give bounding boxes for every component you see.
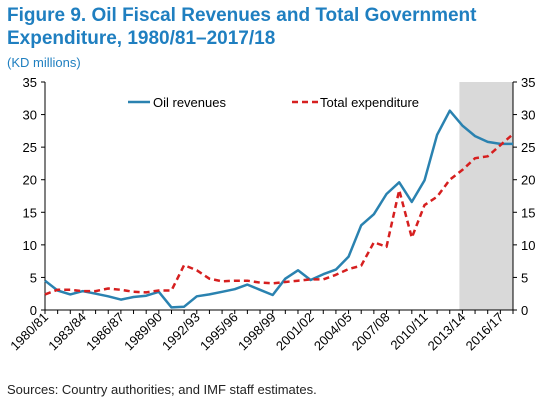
x-tick-label: 2004/05 <box>311 310 355 354</box>
y-tick-label-left: 5 <box>30 270 37 285</box>
y-tick-label-left: 20 <box>23 173 37 188</box>
x-tick-label: 1998/99 <box>235 310 279 354</box>
x-tick-label: 1992/93 <box>159 310 203 354</box>
x-tick-label: 1989/90 <box>121 310 165 354</box>
chart-title-line1: Figure 9. Oil Fiscal Revenues and Total … <box>7 5 477 26</box>
legend-label-expenditure: Total expenditure <box>320 95 419 110</box>
y-tick-label-left: 35 <box>23 75 37 90</box>
x-tick-label: 2016/17 <box>463 310 507 354</box>
x-tick-label: 2013/14 <box>425 310 469 354</box>
projection-shade-layer <box>459 82 513 310</box>
x-tick-label: 2001/02 <box>273 310 317 354</box>
y-tick-label-right: 30 <box>521 108 535 123</box>
oil-revenues-line <box>44 109 513 309</box>
y-tick-label-left: 15 <box>23 205 37 220</box>
y-tick-label-right: 5 <box>521 270 528 285</box>
x-tick-label: 2007/08 <box>349 310 393 354</box>
x-tick-label: 1983/84 <box>45 310 89 354</box>
y-tick-label-left: 0 <box>30 303 37 318</box>
y-tick-label-left: 30 <box>23 108 37 123</box>
legend-label-oil: Oil revenues <box>153 95 226 110</box>
y-tick-label-right: 20 <box>521 173 535 188</box>
projection-shade <box>459 82 513 310</box>
y-tick-label-left: 10 <box>23 238 37 253</box>
y-tick-label-right: 25 <box>521 140 535 155</box>
source-note: Sources: Country authorities; and IMF st… <box>7 382 317 397</box>
total-expenditure-line <box>44 133 514 296</box>
y-tick-label-right: 10 <box>521 238 535 253</box>
legend: Oil revenues Total expenditure <box>128 95 419 110</box>
y-tick-label-right: 15 <box>521 205 535 220</box>
y-tick-label-right: 35 <box>521 75 535 90</box>
y-tick-label-right: 0 <box>521 303 528 318</box>
y-tick-label-left: 25 <box>23 140 37 155</box>
unit-label: (KD millions) <box>7 55 81 70</box>
x-tick-label: 1995/96 <box>197 310 241 354</box>
x-tick-label: 2010/11 <box>387 310 430 353</box>
series-layer <box>44 109 514 309</box>
chart-title-line2: Expenditure, 1980/81–2017/18 <box>7 28 276 49</box>
x-tick-label: 1986/87 <box>83 310 127 354</box>
chart-title: Figure 9. Oil Fiscal Revenues and Total … <box>7 4 547 50</box>
